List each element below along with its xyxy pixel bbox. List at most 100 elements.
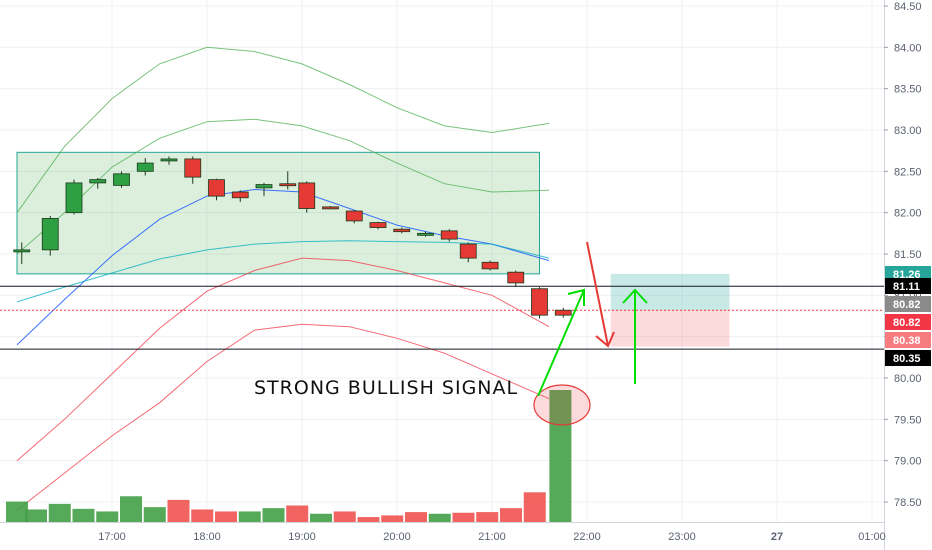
candle-body [279,183,297,187]
candles [13,156,572,319]
band-outer-green [16,46,550,213]
red-arrow-head [595,331,615,348]
price-tick-label: 83.50 [894,84,922,96]
price-tick-label: 79.00 [894,456,922,468]
volume-bar [381,515,404,522]
green-arrow-line [537,289,585,397]
price-badge-label: 80.82 [893,299,921,311]
candle-body [113,173,130,186]
signal-ellipse [533,384,591,426]
horizontal-lines[interactable] [0,285,884,350]
red-arrow-line [586,241,609,347]
time-tick-label: 23:00 [668,531,696,543]
volume-bar [120,496,142,522]
price-tick-label: 83.00 [894,125,922,137]
price-badge [885,314,931,330]
candle-body [255,184,273,189]
candle-body [160,158,178,162]
price-badge-label: 80.35 [893,353,921,365]
time-tick-label: 27 [771,531,783,543]
band-inner-red [16,257,550,462]
price-tick-label: 80.00 [894,373,922,385]
time-tick-label: 21:00 [478,531,506,543]
bollinger-bands [16,46,550,511]
time-axis[interactable]: 17:00 18:00 19:00 20:00 21:00 22:00 23:00 27 01:… [0,522,886,544]
volume-bar [167,499,190,522]
price-tick-label: 84.00 [894,42,922,54]
green-arrow-head [567,288,585,306]
price-tick-label: 78.50 [894,497,922,509]
volume-bar [310,513,332,522]
volume-bar [262,508,285,522]
drawing-marks[interactable] [533,241,648,426]
long-position-tool[interactable] [610,273,730,347]
price-tick-label: 79.50 [894,414,922,426]
candle-body [369,222,387,228]
volume-bar [357,517,380,522]
candle-body [554,309,572,316]
loss-zone [610,310,730,347]
volume-bar [48,503,71,522]
candle-body [417,232,434,236]
volume-bar [452,512,475,522]
candle-body [65,182,83,214]
time-tick-label: 20:00 [383,531,411,543]
candle-body [13,249,31,253]
price-axis[interactable]: 84.5084.0083.5083.0082.5082.0081.5081.00… [884,0,932,550]
candle-body [393,228,411,233]
candle-body [136,162,154,172]
volume-bar [25,509,47,522]
volume-bar [523,492,546,522]
candle-body [345,210,363,222]
range-zone [16,151,540,275]
volume-bars [6,390,572,522]
annotation-text[interactable]: STRONG BULLISH SIGNAL [254,377,518,399]
candle-body [440,230,458,240]
volume-bar [405,512,427,522]
candle-body [322,206,339,210]
time-tick-label: 22:00 [573,531,601,543]
band-inner-green [16,118,550,255]
time-tick-label: 19:00 [288,531,316,543]
grid [0,0,884,522]
price-badge-label: 80.82 [893,317,921,329]
price-tick-label: 82.50 [894,166,922,178]
volume-bar [6,501,28,522]
time-tick-label: 01:00 [858,531,886,543]
candle-body [481,261,499,270]
band-outer-red [16,323,550,511]
price-badge-label: 80.38 [893,335,921,347]
price-tick-label: 84.50 [894,1,922,13]
zone-rect [16,151,540,275]
candle-body [184,158,202,178]
band-teal-ma [16,240,550,303]
candle-body [208,179,225,197]
candle-body [531,288,548,316]
candle-body [459,243,477,259]
candle-body [41,218,59,251]
volume-bar [238,511,261,522]
volume-bar [96,511,119,522]
volume-bar [549,390,572,522]
price-tick-label: 81.50 [894,249,922,261]
price-badge [885,278,931,294]
green-arrow-head [622,288,648,304]
price-badge [885,296,931,312]
volume-bar [72,508,95,522]
volume-bar [286,505,309,522]
volume-bar [428,513,451,522]
price-badge [885,350,931,366]
candle-body [507,271,525,284]
volume-bar [476,512,499,522]
candle-body [89,179,107,184]
volume-bar [500,508,522,522]
price-badge [885,332,931,348]
time-tick-label: 17:00 [98,531,126,543]
volume-bar [143,507,166,522]
volume-bar [215,511,237,522]
time-tick-label: 18:00 [193,531,221,543]
volume-bar [333,511,356,522]
profit-zone [610,273,730,311]
candle-body [298,182,316,209]
